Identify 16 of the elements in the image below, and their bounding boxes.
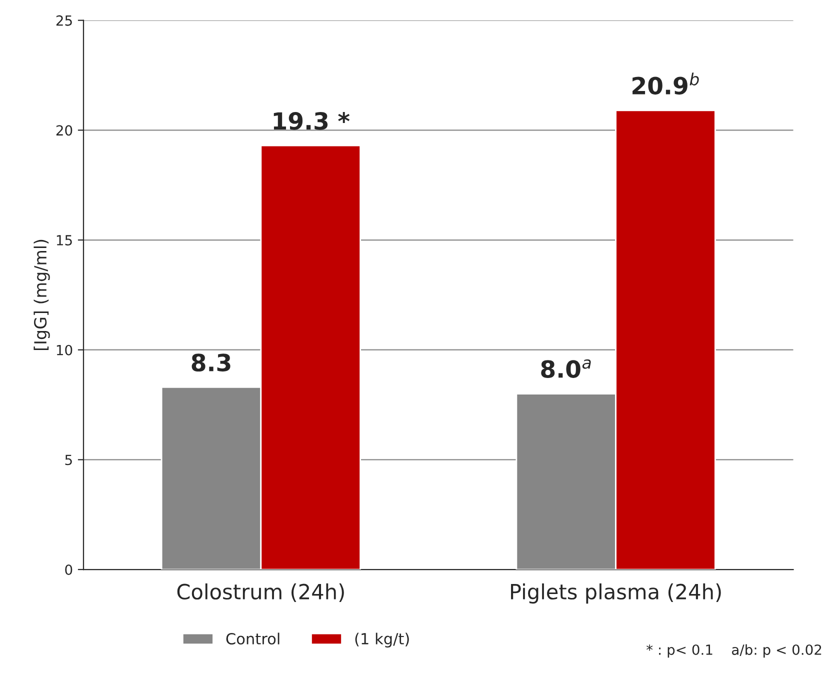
legend-label: (1 kg/t) [355, 632, 409, 648]
y-tick-label: 10 [56, 344, 72, 356]
x-tick-label: Piglets plasma (24h) [511, 583, 721, 604]
y-axis-title: [IgG] (mg/ml) [34, 240, 50, 350]
data-label: 8.0$^{a}$ [541, 359, 591, 378]
data-label: 20.9$^{b}$ [632, 72, 699, 95]
legend-label: Control [226, 632, 280, 645]
y-tick-label: 15 [56, 235, 72, 246]
data-label: 19.3 * [274, 112, 350, 130]
y-tick-label: 25 [56, 15, 72, 26]
x-tick-label: Colostrum (24h) [177, 583, 344, 602]
y-tick-label: 0 [65, 564, 72, 575]
data-label: 8.3 [192, 354, 230, 372]
text: * : p< 0.1 a/b: p < 0.02 [646, 644, 822, 658]
y-tick-label: 5 [65, 454, 72, 466]
y-tick-label: 20 [56, 125, 72, 136]
